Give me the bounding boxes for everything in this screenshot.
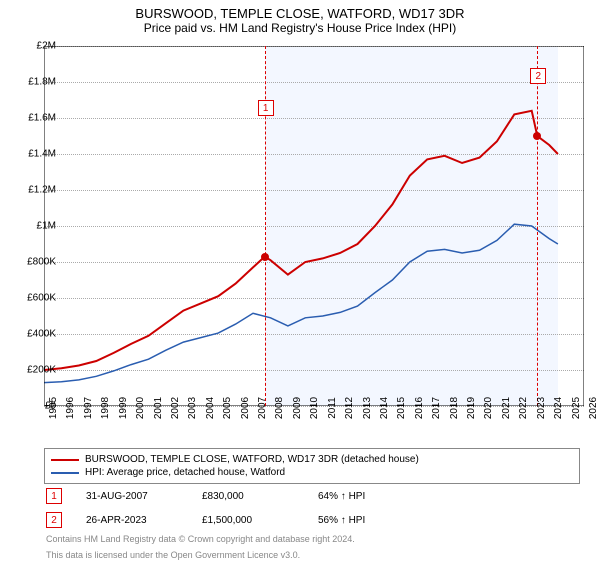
x-tick-label: 2006 [240,397,251,419]
x-tick-label: 2025 [571,397,582,419]
chart-container: BURSWOOD, TEMPLE CLOSE, WATFORD, WD17 3D… [0,0,600,560]
x-tick-label: 2009 [292,397,303,419]
x-tick-label: 1999 [118,397,129,419]
transaction-badge: 2 [46,512,62,528]
x-tick-label: 2001 [153,397,164,419]
x-tick-label: 2016 [414,397,425,419]
x-tick-label: 2004 [205,397,216,419]
legend-series-label: BURSWOOD, TEMPLE CLOSE, WATFORD, WD17 3D… [85,454,419,465]
x-tick-label: 1996 [65,397,76,419]
chart-subtitle: Price paid vs. HM Land Registry's House … [0,21,600,35]
x-tick-label: 1995 [48,397,59,419]
chart-title: BURSWOOD, TEMPLE CLOSE, WATFORD, WD17 3D… [0,0,600,21]
x-tick-label: 2008 [274,397,285,419]
x-tick-label: 2012 [344,397,355,419]
x-tick-label: 2019 [466,397,477,419]
legend: BURSWOOD, TEMPLE CLOSE, WATFORD, WD17 3D… [44,448,580,563]
x-tick-label: 2018 [449,397,460,419]
x-tick-label: 2023 [536,397,547,419]
marker-badge: 1 [258,100,274,116]
y-tick-label: £400K [27,329,56,340]
legend-series-box: BURSWOOD, TEMPLE CLOSE, WATFORD, WD17 3D… [44,448,580,484]
x-tick-label: 2021 [501,397,512,419]
x-tick-label: 2026 [588,397,599,419]
transaction-price: £1,500,000 [202,515,294,526]
x-tick-label: 2007 [257,397,268,419]
legend-transactions: 1 31-AUG-2007 £830,000 64% ↑ HPI 2 26-APR-202… [44,484,580,532]
footnote-1: Contains HM Land Registry data © Crown c… [44,532,580,548]
plot-area: 12 [44,46,584,406]
legend-series-row: HPI: Average price, detached house, Watf… [51,466,573,479]
y-tick-label: £600K [27,293,56,304]
x-tick-label: 2024 [553,397,564,419]
legend-line-swatch [51,472,79,474]
x-tick-label: 2002 [170,397,181,419]
series-line [44,111,558,370]
x-tick-label: 2013 [362,397,373,419]
chart-svg [44,46,584,406]
marker-vline [537,46,538,406]
x-tick-label: 2011 [327,397,338,419]
marker-badge: 2 [530,68,546,84]
legend-series-label: HPI: Average price, detached house, Watf… [85,467,285,478]
footnote-2: This data is licensed under the Open Gov… [44,548,580,563]
x-tick-label: 2014 [379,397,390,419]
x-tick-label: 2020 [483,397,494,419]
y-tick-label: £1.8M [28,77,56,88]
y-tick-label: £1.6M [28,113,56,124]
x-tick-label: 2015 [396,397,407,419]
x-tick-label: 1997 [83,397,94,419]
x-tick-label: 2017 [431,397,442,419]
marker-point [261,253,269,261]
y-tick-label: £800K [27,257,56,268]
legend-transaction-row: 1 31-AUG-2007 £830,000 64% ↑ HPI [44,484,580,508]
legend-transaction-row: 2 26-APR-2023 £1,500,000 56% ↑ HPI [44,508,580,532]
y-tick-label: £1.4M [28,149,56,160]
transaction-date: 26-APR-2023 [86,515,178,526]
transaction-badge: 1 [46,488,62,504]
y-tick-label: £1.2M [28,185,56,196]
y-tick-label: £1M [37,221,56,232]
transaction-price: £830,000 [202,491,294,502]
y-tick-label: £200K [27,365,56,376]
x-tick-label: 2010 [309,397,320,419]
legend-series-row: BURSWOOD, TEMPLE CLOSE, WATFORD, WD17 3D… [51,453,573,466]
series-line [44,224,558,382]
transaction-date: 31-AUG-2007 [86,491,178,502]
x-tick-label: 2000 [135,397,146,419]
transaction-delta: 64% ↑ HPI [318,491,410,502]
y-tick-label: £2M [37,41,56,52]
x-tick-label: 2005 [222,397,233,419]
marker-point [533,132,541,140]
x-tick-label: 1998 [100,397,111,419]
transaction-delta: 56% ↑ HPI [318,515,410,526]
x-tick-label: 2003 [187,397,198,419]
legend-line-swatch [51,459,79,461]
x-tick-label: 2022 [518,397,529,419]
